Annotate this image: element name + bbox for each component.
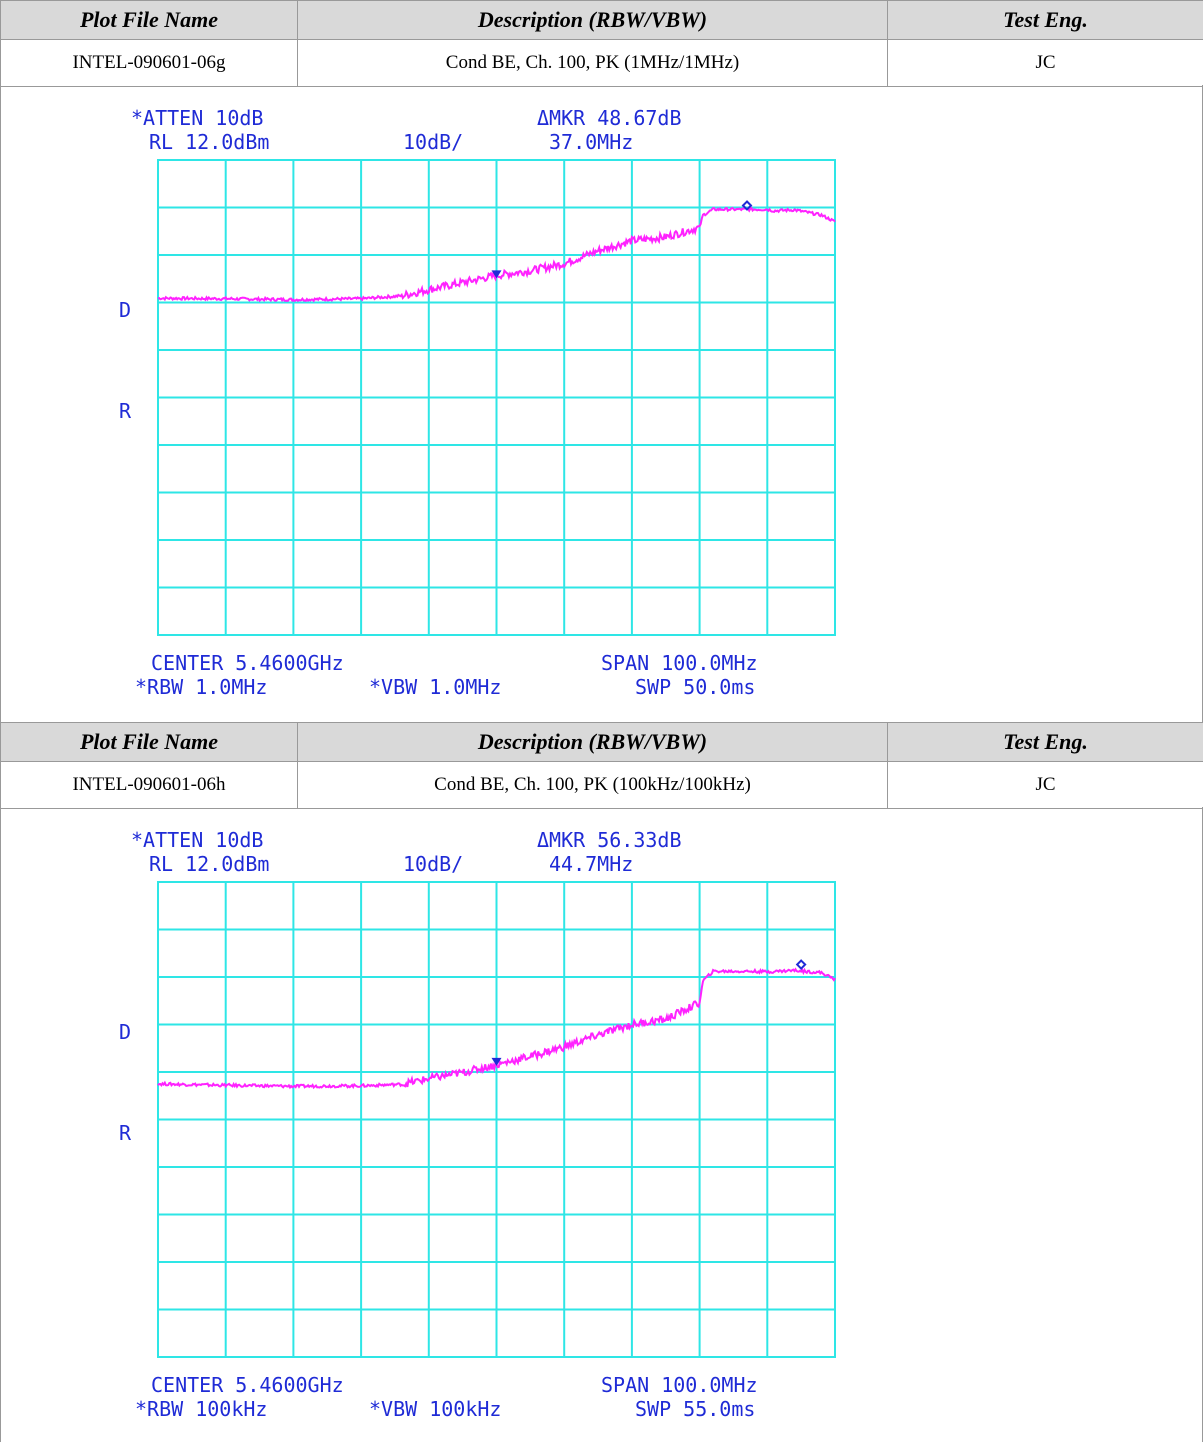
markers-1 bbox=[492, 202, 751, 279]
plot-file-name-value: INTEL-090601-06g bbox=[1, 40, 298, 87]
side-label-d: D bbox=[119, 298, 131, 322]
marker-diamond bbox=[797, 961, 805, 969]
vbw-label: *VBW 1.0MHz bbox=[369, 675, 501, 699]
header-description: Description (RBW/VBW) bbox=[298, 1, 888, 40]
atten-label: *ATTEN 10dB bbox=[131, 106, 263, 130]
vbw-label: *VBW 100kHz bbox=[369, 1397, 501, 1421]
span-label: SPAN 100.0MHz bbox=[601, 651, 758, 675]
atten-label: *ATTEN 10dB bbox=[131, 828, 263, 852]
header-test-eng: Test Eng. bbox=[888, 1, 1203, 40]
test-eng-value: JC bbox=[888, 762, 1203, 809]
sweep-label: SWP 50.0ms bbox=[635, 675, 755, 699]
header-plot-file-name: Plot File Name bbox=[1, 1, 298, 40]
graticule-1 bbox=[158, 160, 835, 635]
delta-marker-freq: 37.0MHz bbox=[549, 130, 633, 154]
span-label: SPAN 100.0MHz bbox=[601, 1373, 758, 1397]
delta-marker-label: ΔMKR 56.33dB bbox=[537, 828, 682, 852]
rl-label: RL 12.0dBm bbox=[149, 130, 269, 154]
plot-info-table-2: Plot File Name Description (RBW/VBW) Tes… bbox=[0, 722, 1203, 809]
side-label-r: R bbox=[119, 1121, 132, 1145]
test-eng-value: JC bbox=[888, 40, 1203, 87]
delta-marker-label: ΔMKR 48.67dB bbox=[537, 106, 682, 130]
description-value: Cond BE, Ch. 100, PK (100kHz/100kHz) bbox=[298, 762, 888, 809]
plot-file-name-value: INTEL-090601-06h bbox=[1, 762, 298, 809]
rbw-label: *RBW 1.0MHz bbox=[135, 675, 267, 699]
header-plot-file-name: Plot File Name bbox=[1, 723, 298, 762]
rbw-label: *RBW 100kHz bbox=[135, 1397, 267, 1421]
side-label-d: D bbox=[119, 1020, 131, 1044]
rl-label: RL 12.0dBm bbox=[149, 852, 269, 876]
spectrum-plot-2: *ATTEN 10dB RL 12.0dBm 10dB/ ΔMKR 56.33d… bbox=[1, 807, 1202, 1442]
delta-marker-freq: 44.7MHz bbox=[549, 852, 633, 876]
graticule-2 bbox=[158, 882, 835, 1357]
sweep-label: SWP 55.0ms bbox=[635, 1397, 755, 1421]
header-test-eng: Test Eng. bbox=[888, 723, 1203, 762]
center-label: CENTER 5.4600GHz bbox=[151, 1373, 344, 1397]
header-description: Description (RBW/VBW) bbox=[298, 723, 888, 762]
side-label-r: R bbox=[119, 399, 132, 423]
analyzer-panel-1: *ATTEN 10dB RL 12.0dBm 10dB/ ΔMKR 48.67d… bbox=[0, 85, 1203, 722]
description-value: Cond BE, Ch. 100, PK (1MHz/1MHz) bbox=[298, 40, 888, 87]
plot-info-table-1: Plot File Name Description (RBW/VBW) Tes… bbox=[0, 0, 1203, 87]
scale-label: 10dB/ bbox=[403, 130, 463, 154]
spectrum-plot-1: *ATTEN 10dB RL 12.0dBm 10dB/ ΔMKR 48.67d… bbox=[1, 85, 1202, 722]
scale-label: 10dB/ bbox=[403, 852, 463, 876]
analyzer-panel-2: *ATTEN 10dB RL 12.0dBm 10dB/ ΔMKR 56.33d… bbox=[0, 807, 1203, 1442]
center-label: CENTER 5.4600GHz bbox=[151, 651, 344, 675]
